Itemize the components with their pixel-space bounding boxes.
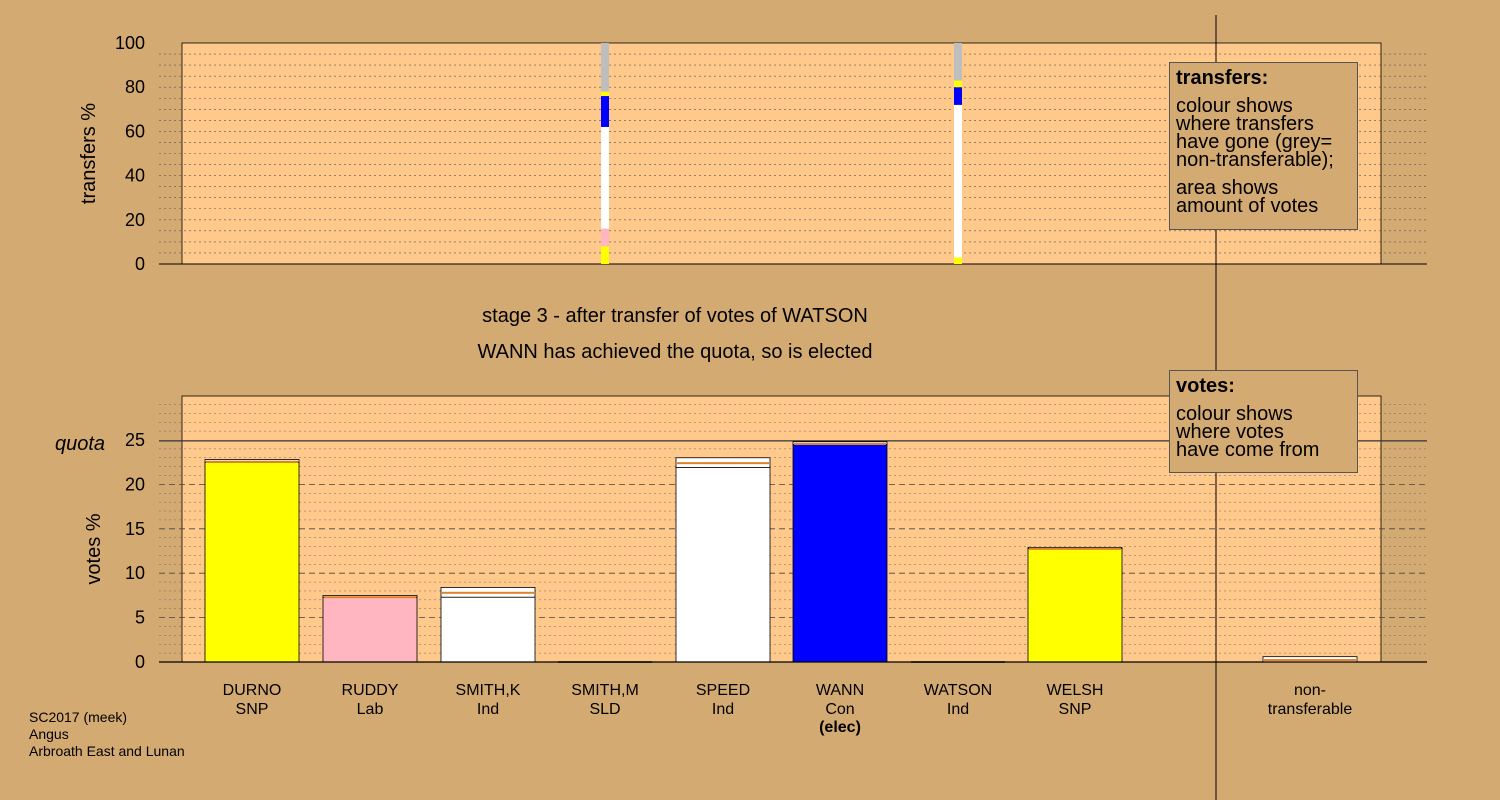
y-tick-label: 40: [125, 166, 145, 186]
candidate-name: RUDDY: [342, 682, 399, 699]
legend-line: colour shows: [1176, 403, 1293, 425]
y-tick-label: 80: [125, 77, 145, 97]
candidate-name: WELSH: [1047, 682, 1104, 699]
legend-line: where votes: [1176, 421, 1284, 443]
transfer-segment: [954, 43, 962, 81]
legend-line: area shows: [1176, 177, 1279, 199]
y-tick-label: 0: [135, 254, 145, 274]
transfers-legend-para1: colour shows where transfers have gone (…: [1176, 95, 1351, 171]
transfer-stripe: [442, 591, 534, 594]
quota-label: quota: [55, 433, 105, 455]
candidate-name: WANN: [816, 682, 864, 699]
transfer-stripe: [1264, 659, 1356, 662]
candidate-party: SNP: [236, 701, 269, 718]
candidate-status: (elec): [819, 719, 861, 736]
transfer-stripe: [677, 462, 769, 465]
candidate-party: SNP: [1059, 701, 1092, 718]
legend-line: where transfers: [1176, 113, 1314, 135]
candidate-party: Ind: [477, 701, 499, 718]
transfer-segment: [954, 80, 962, 88]
vote-bar: [322, 596, 418, 663]
transfer-segment: [601, 43, 609, 92]
transfer-segment: [601, 228, 609, 247]
transfer-segment: [954, 257, 962, 264]
footer-ward: Arbroath East and Lunan: [29, 743, 185, 759]
y-tick-label: 0: [135, 652, 145, 672]
transfer-segment: [601, 126, 609, 229]
votes-legend: votes: colour shows where votes have com…: [1169, 370, 1358, 473]
stage-description: stage 3 - after transfer of votes of WAT…: [482, 305, 868, 327]
transfers-legend-heading: transfers:: [1176, 67, 1269, 89]
transfer-stripe: [324, 596, 416, 599]
transfer-segment: [954, 104, 962, 258]
legend-line: colour shows: [1176, 95, 1293, 117]
transfer-stripe: [794, 442, 886, 445]
y-tick-label: 20: [125, 210, 145, 230]
legend-line: amount of votes: [1176, 195, 1319, 217]
vote-bar: [440, 596, 536, 663]
candidate-name: DURNO: [223, 682, 282, 699]
transfer-segment: [954, 87, 962, 105]
transfer-stripe: [206, 460, 298, 463]
y-tick-label: 5: [135, 608, 145, 628]
candidate-party: Ind: [947, 701, 969, 718]
nontransferable-label: non-: [1294, 682, 1326, 699]
transfer-segment: [601, 246, 609, 264]
candidate-name: SMITH,K: [456, 682, 521, 699]
candidate-party: SLD: [589, 701, 620, 718]
transfer-segment: [601, 96, 609, 127]
footer-council: Angus: [29, 726, 69, 742]
transfer-segment: [601, 91, 609, 97]
y-tick-label: 10: [125, 563, 145, 583]
vote-bar: [1027, 547, 1123, 663]
y-axis-title: votes %: [83, 513, 105, 584]
legend-line: have gone (grey=: [1176, 131, 1333, 153]
candidate-party: Con: [825, 701, 854, 718]
y-tick-label: 15: [125, 519, 145, 539]
footer: SC2017 (meek) Angus Arbroath East and Lu…: [29, 709, 185, 760]
candidate-party: Lab: [357, 701, 384, 718]
nontransferable-label: transferable: [1268, 701, 1353, 718]
footer-election: SC2017 (meek): [29, 709, 128, 725]
y-tick-label: 25: [125, 430, 145, 450]
y-tick-label: 60: [125, 121, 145, 141]
votes-legend-heading: votes:: [1176, 375, 1235, 397]
legend-line: have come from: [1176, 439, 1320, 461]
candidate-name: SPEED: [696, 682, 750, 699]
vote-bar: [792, 444, 888, 663]
vote-bar: [204, 461, 300, 663]
transfer-stripe: [1029, 547, 1121, 550]
votes-legend-para1: colour shows where votes have come from: [1176, 403, 1351, 461]
candidate-name: SMITH,M: [571, 682, 639, 699]
transfers-legend-para2: area shows amount of votes: [1176, 177, 1351, 217]
y-tick-label: 100: [115, 33, 145, 53]
y-axis-title: transfers %: [78, 103, 100, 204]
candidate-name: WATSON: [924, 682, 992, 699]
candidate-party: Ind: [712, 701, 734, 718]
stage-result: WANN has achieved the quota, so is elect…: [477, 341, 872, 363]
y-tick-label: 20: [125, 474, 145, 494]
legend-line: non-transferable);: [1176, 149, 1334, 171]
vote-bar: [675, 467, 771, 663]
transfers-legend: transfers: colour shows where transfers …: [1169, 62, 1358, 230]
